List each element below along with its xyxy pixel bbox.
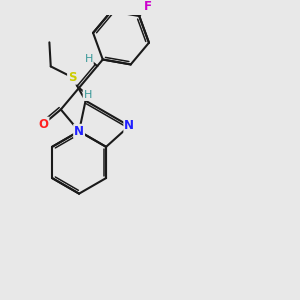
Text: O: O <box>38 118 49 130</box>
Text: N: N <box>74 125 84 138</box>
Text: N: N <box>124 119 134 133</box>
Text: S: S <box>68 71 76 84</box>
Text: F: F <box>143 0 152 13</box>
Text: H: H <box>84 90 92 100</box>
Text: H: H <box>84 54 93 64</box>
